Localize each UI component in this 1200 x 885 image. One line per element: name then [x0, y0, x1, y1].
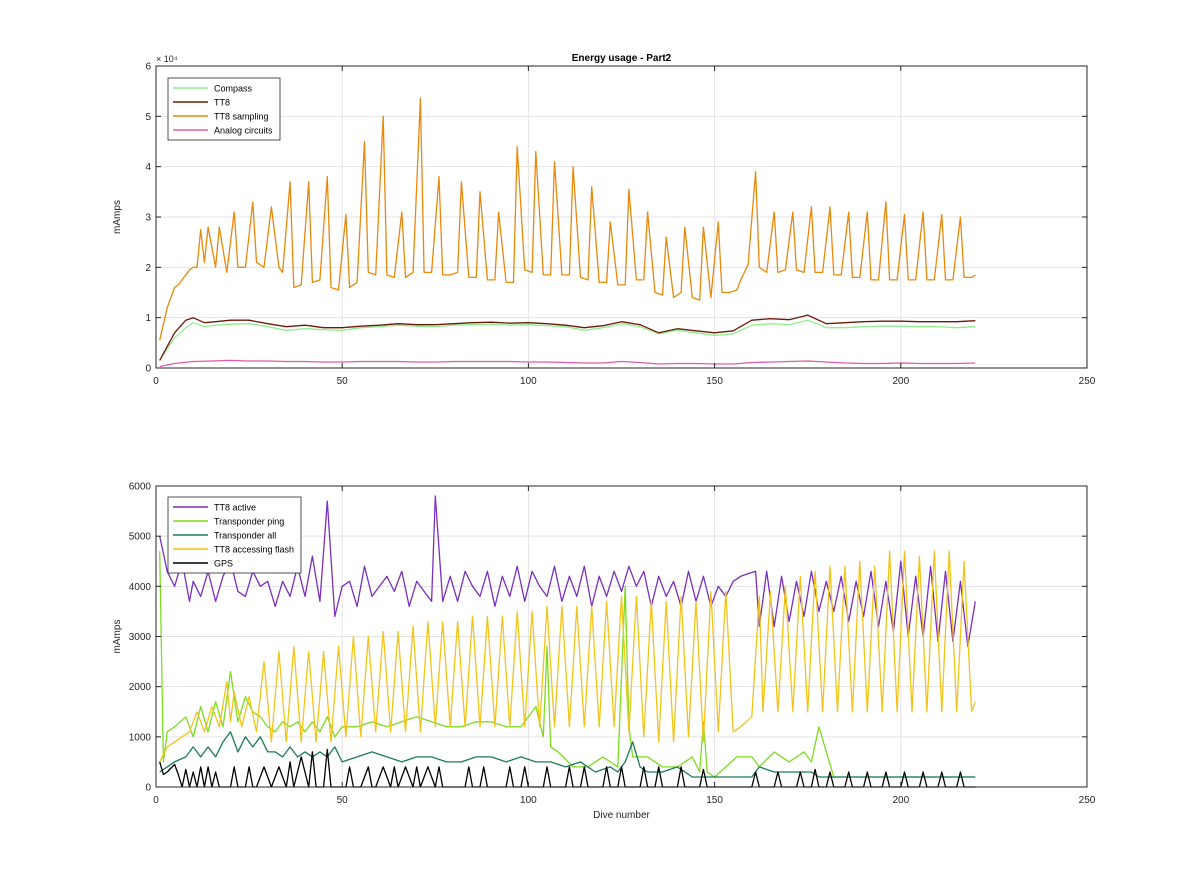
series-line-compass — [159, 319, 976, 361]
x-tick-label: 50 — [337, 795, 349, 806]
x-tick-label: 250 — [1079, 795, 1096, 806]
x-tick-label: 100 — [520, 795, 537, 806]
y-tick-label: 3 — [145, 213, 151, 224]
y-tick-label: 6 — [145, 62, 151, 73]
y-axis-label: mAmps — [112, 200, 123, 234]
y-tick-label: 5000 — [129, 532, 152, 543]
x-tick-label: 0 — [153, 376, 159, 387]
series-line-tt8-active — [159, 495, 976, 648]
x-tick-label: 0 — [153, 795, 159, 806]
x-tick-label: 150 — [706, 376, 723, 387]
y-tick-label: 3000 — [129, 632, 152, 643]
legend-label: Analog circuits — [214, 126, 273, 136]
x-axis-label: Dive number — [593, 810, 650, 821]
y-exponent-label: × 10⁴ — [156, 54, 178, 64]
y-tick-label: 1 — [145, 313, 151, 324]
series-line-tt8 — [159, 314, 976, 361]
series-line-transponder-ping — [159, 551, 976, 778]
lower-plot: 0 50 100 150 200 250 0 1000 2000 3000 4000 5000 6000… — [112, 482, 1096, 822]
y-tick-label: 4000 — [129, 582, 152, 593]
legend-label: Compass — [214, 84, 253, 94]
y-axis-label: mAmps — [112, 620, 123, 654]
y-tick-label: 1000 — [129, 732, 152, 743]
legend: Compass TT8 TT8 sampling Analog circuits — [167, 77, 281, 141]
series-line-tt8-sampling — [159, 98, 976, 341]
legend-label: TT8 — [214, 98, 230, 108]
legend-label: TT8 active — [214, 503, 256, 513]
upper-plot: 0 50 100 150 200 250 0 1 2 3 4 5 6 × 10⁴ Energy usage … — [112, 53, 1096, 387]
legend-label: GPS — [214, 559, 233, 569]
y-tick-label: 0 — [145, 783, 151, 794]
y-tick-label: 0 — [145, 364, 151, 375]
y-tick-label: 2 — [145, 263, 151, 274]
series-line-transponder-all — [159, 731, 976, 778]
x-tick-label: 150 — [706, 795, 723, 806]
x-tick-label: 100 — [520, 376, 537, 387]
series-line-analog-circuits — [159, 359, 976, 368]
x-tick-label: 50 — [337, 376, 349, 387]
x-tick-label: 200 — [892, 376, 909, 387]
legend: TT8 active Transponder ping Transponder al… — [167, 496, 302, 574]
legend-label: TT8 sampling — [214, 112, 269, 122]
chart-title: Energy usage - Part2 — [572, 53, 672, 64]
y-tick-label: 5 — [145, 112, 151, 123]
legend-label: TT8 accessing flash — [214, 545, 294, 555]
y-tick-label: 6000 — [129, 482, 152, 493]
y-tick-label: 4 — [145, 162, 151, 173]
legend-label: Transponder all — [214, 531, 276, 541]
x-tick-label: 250 — [1079, 376, 1096, 387]
legend-label: Transponder ping — [214, 517, 284, 527]
x-tick-label: 200 — [892, 795, 909, 806]
series-line-tt8-accessing-flash — [159, 550, 976, 763]
y-tick-label: 2000 — [129, 682, 152, 693]
